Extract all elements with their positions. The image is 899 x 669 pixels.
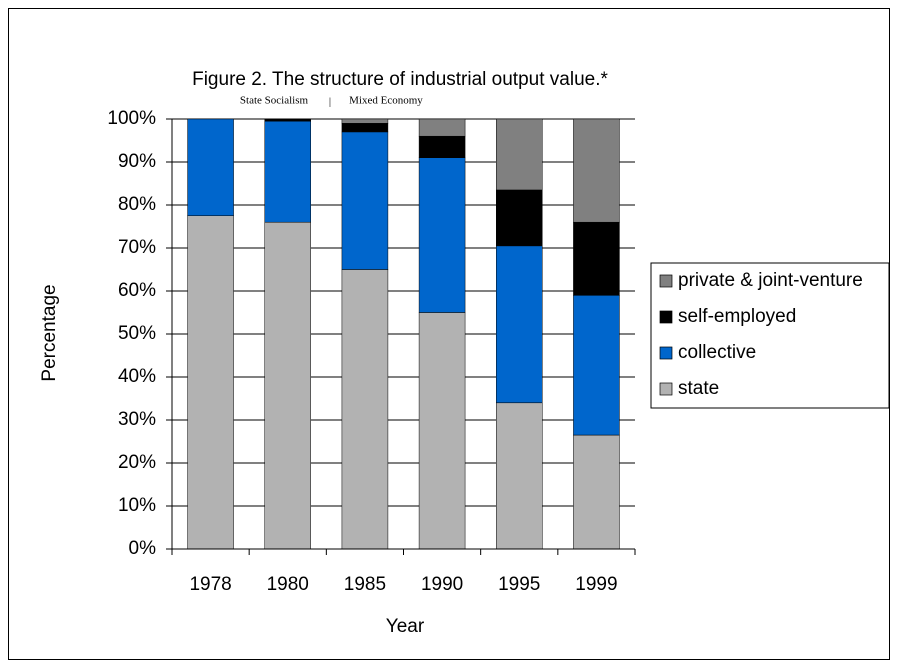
x-tick-label: 1995: [498, 574, 540, 595]
y-tick-label: 0%: [129, 538, 157, 559]
y-tick-label: 60%: [118, 280, 156, 301]
y-tick-label: 10%: [118, 495, 156, 516]
y-tick-label: 50%: [118, 323, 156, 344]
bar-segment: [496, 189, 543, 247]
legend-label: collective: [678, 342, 756, 363]
bar-segment: [418, 118, 466, 137]
y-tick-label: 40%: [118, 366, 156, 387]
bar-segment: [418, 135, 466, 158]
x-tick-label: 1999: [575, 574, 617, 595]
bar-segment: [341, 269, 389, 550]
y-tick-label: 70%: [118, 237, 156, 258]
legend-label: state: [678, 378, 719, 399]
annotation: Mixed Economy: [349, 95, 423, 107]
y-tick-label: 90%: [118, 151, 156, 172]
legend-swatch: [659, 274, 673, 288]
bar-segment: [264, 221, 311, 550]
bar-segment: [187, 215, 234, 550]
bar-segment: [418, 312, 466, 550]
x-tick-label: 1980: [267, 574, 309, 595]
bar-segment: [341, 118, 389, 124]
x-tick-label: 1978: [189, 574, 231, 595]
bar-segment: [573, 221, 620, 296]
chart-title: Figure 2. The structure of industrial ou…: [192, 69, 608, 90]
bar-segment: [496, 402, 543, 550]
bar-segment: [496, 118, 543, 191]
annotation: State Socialism: [240, 95, 309, 107]
y-tick-label: 100%: [107, 108, 156, 129]
y-tick-label: 80%: [118, 194, 156, 215]
legend-label: private & joint-venture: [678, 270, 863, 291]
x-tick-label: 1985: [344, 574, 386, 595]
y-axis-label: Percentage: [39, 284, 60, 381]
y-tick-label: 30%: [118, 409, 156, 430]
annotation: |: [329, 96, 331, 108]
legend-swatch: [659, 310, 673, 324]
x-axis-label: Year: [386, 616, 425, 637]
legend-box: [650, 262, 890, 409]
x-tick-label: 1990: [421, 574, 463, 595]
legend-label: self-employed: [678, 306, 796, 327]
bar-segment: [573, 295, 620, 436]
bar-segment: [573, 434, 620, 550]
bar-segment: [341, 123, 389, 133]
legend-swatch: [659, 346, 673, 360]
bar-segment: [264, 120, 311, 223]
bar-segment: [341, 131, 389, 270]
bar-segment: [264, 118, 311, 122]
bar-segment: [573, 118, 620, 223]
legend-swatch: [659, 382, 673, 396]
bar-segment: [418, 157, 466, 313]
bar-segment: [187, 118, 234, 216]
y-tick-label: 20%: [118, 452, 156, 473]
bar-segment: [496, 245, 543, 404]
